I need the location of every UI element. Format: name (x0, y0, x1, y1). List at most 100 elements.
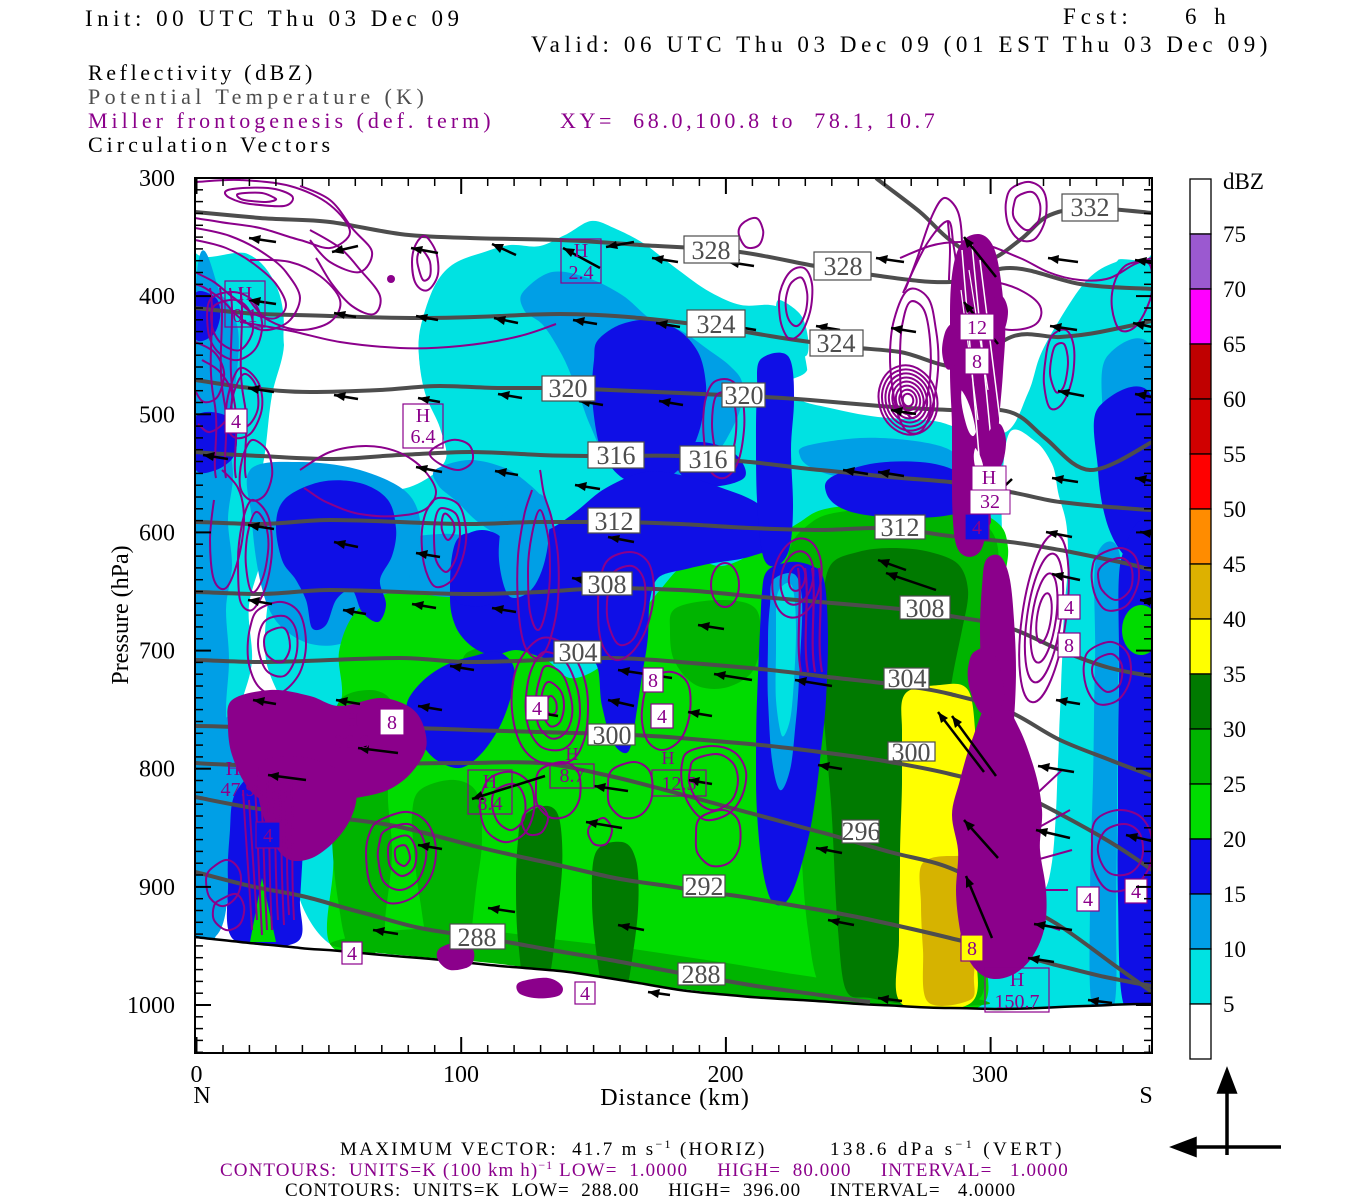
svg-text:10: 10 (1223, 937, 1246, 962)
svg-text:H: H (345, 709, 359, 731)
svg-text:45: 45 (1223, 552, 1246, 577)
svg-text:H: H (662, 748, 675, 768)
svg-text:H: H (416, 405, 430, 427)
svg-text:H: H (238, 283, 252, 305)
svg-text:320: 320 (725, 381, 764, 410)
svg-text:Miller frontogenesis (def. ter: Miller frontogenesis (def. term) (88, 108, 495, 133)
svg-text:200: 200 (708, 1062, 744, 1088)
svg-text:15: 15 (1223, 882, 1246, 907)
svg-text:60: 60 (1223, 387, 1246, 412)
svg-text:8: 8 (387, 712, 397, 734)
svg-text:2.4: 2.4 (569, 262, 594, 284)
svg-text:H: H (982, 467, 996, 489)
svg-text:Potential Temperature (K): Potential Temperature (K) (88, 84, 428, 109)
svg-text:308: 308 (906, 594, 945, 623)
svg-text:36.6: 36.6 (335, 731, 370, 753)
svg-text:700: 700 (139, 639, 175, 665)
svg-text:296: 296 (842, 817, 881, 846)
svg-text:0: 0 (191, 1062, 203, 1088)
svg-text:4: 4 (347, 943, 357, 965)
svg-text:N: N (193, 1083, 210, 1109)
svg-text:5: 5 (1223, 992, 1235, 1017)
svg-text:4: 4 (657, 706, 667, 728)
svg-text:0.1: 0.1 (233, 305, 258, 327)
svg-text:55: 55 (1223, 442, 1246, 467)
svg-text:H: H (566, 744, 579, 764)
svg-text:292: 292 (685, 872, 724, 901)
svg-text:500: 500 (139, 402, 175, 428)
svg-text:288: 288 (458, 923, 497, 952)
svg-text:4: 4 (580, 983, 590, 1005)
svg-text:324: 324 (697, 310, 736, 339)
svg-text:328: 328 (824, 252, 863, 281)
svg-text:8: 8 (1064, 635, 1074, 657)
svg-text:8: 8 (972, 351, 982, 373)
svg-text:32: 32 (980, 491, 1000, 513)
svg-text:MAXIMUM VECTOR: 41.7 m s−1 (H: MAXIMUM VECTOR: 41.7 m s−1 (HORIZ) (340, 1137, 767, 1160)
svg-text:288: 288 (682, 960, 721, 989)
svg-text:35: 35 (1223, 662, 1246, 687)
svg-text:12: 12 (967, 317, 987, 339)
svg-text:300: 300 (972, 1062, 1008, 1088)
svg-text:4: 4 (263, 825, 273, 847)
svg-text:Fcst:: Fcst: (1063, 4, 1133, 29)
svg-text:CONTOURS: UNITS=K (100 km h)−: CONTOURS: UNITS=K (100 km h)−1 LOW= 1.00… (220, 1158, 1069, 1181)
svg-text:312: 312 (881, 513, 920, 542)
svg-text:312: 312 (595, 507, 634, 536)
svg-text:12.5: 12.5 (662, 773, 697, 795)
svg-text:150.7: 150.7 (995, 991, 1040, 1013)
svg-text:40: 40 (1223, 607, 1246, 632)
svg-text:50: 50 (1223, 497, 1246, 522)
svg-text:47.9: 47.9 (221, 779, 256, 801)
svg-text:8: 8 (648, 670, 658, 692)
svg-text:1000: 1000 (127, 993, 175, 1019)
svg-text:Pressure (hPa): Pressure (hPa) (108, 545, 134, 684)
svg-text:4: 4 (231, 411, 241, 433)
svg-text:XY= 68.0,100.8 to 78.1, 10.7: XY= 68.0,100.8 to 78.1, 10.7 (560, 108, 938, 133)
svg-text:8.4: 8.4 (478, 793, 503, 815)
svg-text:4: 4 (1083, 889, 1093, 911)
svg-text:dBZ: dBZ (1223, 169, 1264, 194)
svg-text:CONTOURS: UNITS=K LOW= 288.: CONTOURS: UNITS=K LOW= 288.00 HIGH= 396.… (285, 1180, 1016, 1200)
svg-text:8.7: 8.7 (560, 765, 585, 787)
svg-text:332: 332 (1071, 193, 1110, 222)
svg-text:400: 400 (139, 284, 175, 310)
svg-text:4: 4 (972, 517, 982, 539)
svg-text:316: 316 (689, 445, 728, 474)
svg-text:300: 300 (593, 721, 632, 750)
svg-text:65: 65 (1223, 332, 1246, 357)
svg-text:H: H (574, 240, 588, 262)
svg-text:138.6 dPa s−1 (VERT): 138.6 dPa s−1 (VERT) (830, 1137, 1065, 1160)
svg-text:Reflectivity (dBZ): Reflectivity (dBZ) (88, 60, 316, 85)
svg-text:308: 308 (588, 570, 627, 599)
svg-text:4: 4 (532, 698, 542, 720)
svg-text:320: 320 (549, 374, 588, 403)
svg-text:4: 4 (1064, 597, 1074, 619)
svg-text:304: 304 (888, 664, 927, 693)
svg-text:304: 304 (559, 638, 598, 667)
svg-text:75: 75 (1223, 222, 1246, 247)
svg-text:316: 316 (597, 441, 636, 470)
svg-text:Circulation Vectors: Circulation Vectors (88, 132, 334, 157)
svg-text:H: H (483, 771, 497, 793)
svg-text:4: 4 (1131, 881, 1141, 903)
svg-text:328: 328 (692, 236, 731, 265)
svg-text:30: 30 (1223, 717, 1246, 742)
svg-text:300: 300 (139, 166, 175, 192)
svg-text:324: 324 (817, 329, 856, 358)
svg-text:70: 70 (1223, 277, 1246, 302)
svg-text:300: 300 (892, 738, 931, 767)
svg-text:25: 25 (1223, 772, 1246, 797)
svg-text:6 h: 6 h (1185, 4, 1232, 29)
svg-text:900: 900 (139, 875, 175, 901)
svg-text:H: H (226, 758, 240, 780)
svg-text:Distance (km): Distance (km) (600, 1085, 750, 1111)
svg-text:100: 100 (443, 1062, 479, 1088)
svg-text:H: H (1010, 969, 1024, 991)
svg-text:20: 20 (1223, 827, 1246, 852)
svg-text:Init: 00 UTC Thu 03 Dec 09: Init: 00 UTC Thu 03 Dec 09 (85, 6, 464, 31)
svg-text:6.4: 6.4 (411, 426, 436, 448)
svg-text:S: S (1139, 1083, 1152, 1109)
svg-text:600: 600 (139, 520, 175, 546)
svg-text:8: 8 (967, 938, 977, 960)
